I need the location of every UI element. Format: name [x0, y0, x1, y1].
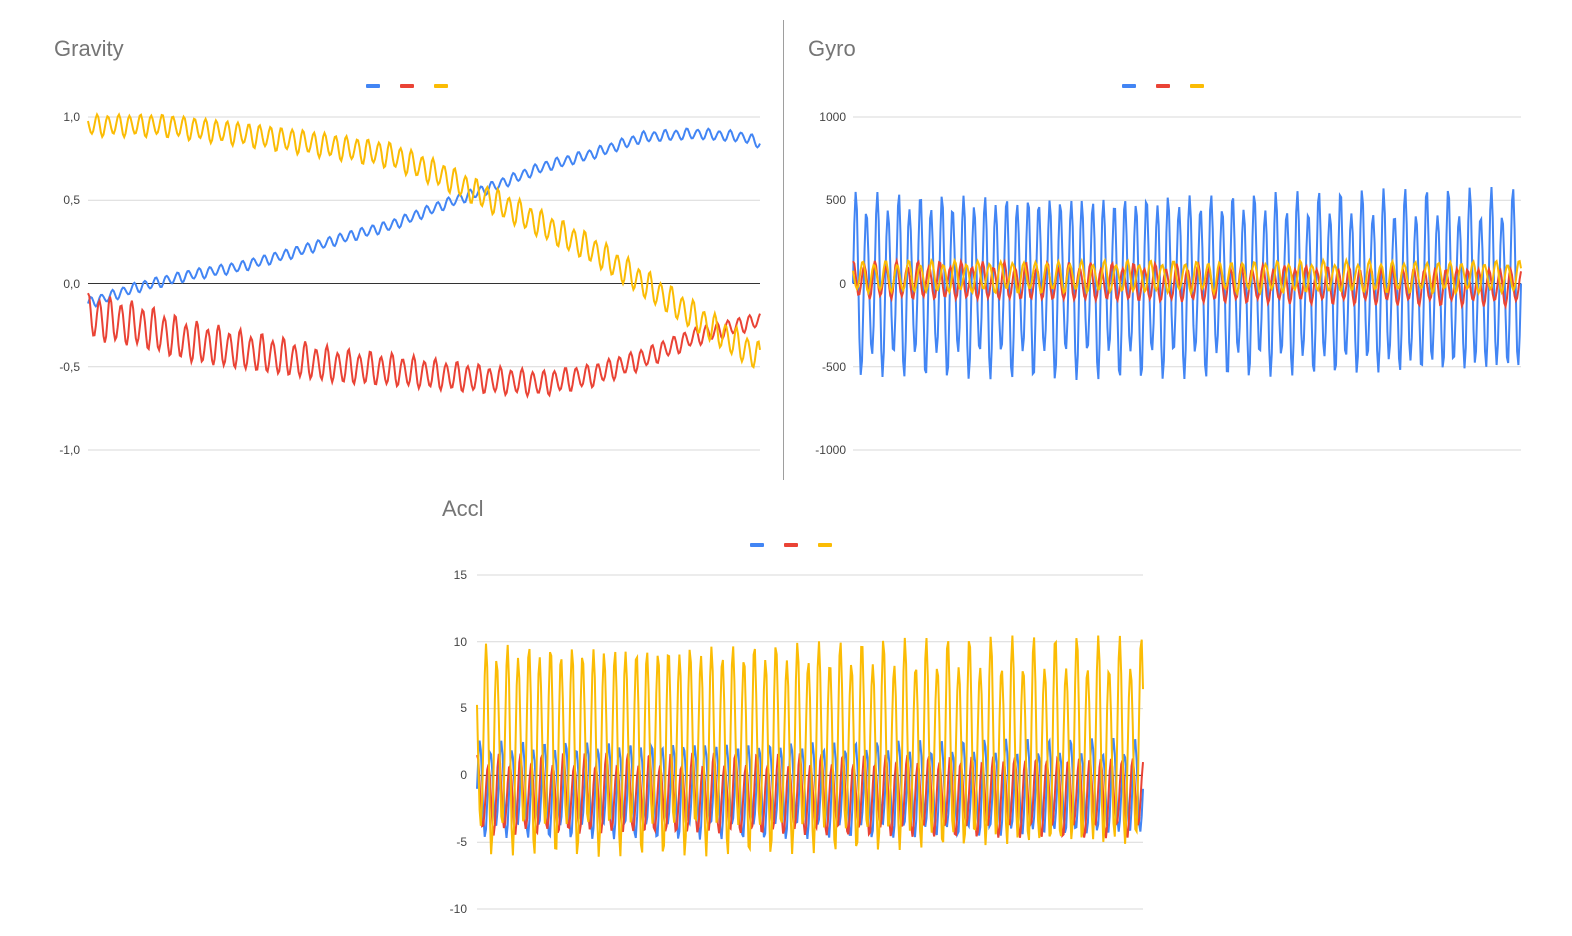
legend — [366, 84, 448, 88]
y-tick-label: 0,5 — [63, 193, 80, 207]
series-line-yellow — [87, 111, 761, 369]
y-tick-label: 0,0 — [63, 277, 80, 291]
chart-title: Accl — [442, 496, 484, 521]
legend — [750, 543, 832, 547]
series-line-blue — [852, 187, 1522, 381]
legend-swatch-red — [1156, 84, 1170, 88]
legend-swatch-yellow — [434, 84, 448, 88]
legend — [1122, 84, 1204, 88]
series-line-blue — [87, 127, 761, 308]
series-line-red — [87, 292, 761, 400]
y-tick-label: -1000 — [815, 443, 846, 457]
y-tick-label: -5 — [456, 835, 467, 849]
y-tick-label: 5 — [460, 701, 467, 715]
y-tick-label: -1,0 — [59, 443, 80, 457]
y-tick-label: 15 — [453, 568, 467, 582]
panel-divider — [783, 20, 784, 480]
legend-swatch-blue — [366, 84, 380, 88]
series-line-red — [476, 752, 1144, 839]
y-tick-label: 0 — [839, 277, 846, 291]
legend-swatch-red — [400, 84, 414, 88]
legend-swatch-blue — [750, 543, 764, 547]
y-tick-label: 500 — [825, 193, 846, 207]
legend-swatch-yellow — [1190, 84, 1204, 88]
y-tick-label: 10 — [453, 635, 467, 649]
series-line-yellow — [852, 256, 1522, 297]
y-tick-label: 0 — [460, 768, 467, 782]
chart-title: Gravity — [54, 36, 124, 61]
chart-title: Gyro — [808, 36, 856, 61]
series-line-yellow — [476, 635, 1144, 857]
y-tick-label: -0,5 — [59, 360, 80, 374]
y-tick-label: 1000 — [819, 110, 846, 124]
legend-swatch-yellow — [818, 543, 832, 547]
y-tick-label: -10 — [449, 902, 467, 916]
legend-swatch-blue — [1122, 84, 1136, 88]
y-tick-label: 1,0 — [63, 110, 80, 124]
legend-swatch-red — [784, 543, 798, 547]
y-tick-label: -500 — [821, 360, 846, 374]
